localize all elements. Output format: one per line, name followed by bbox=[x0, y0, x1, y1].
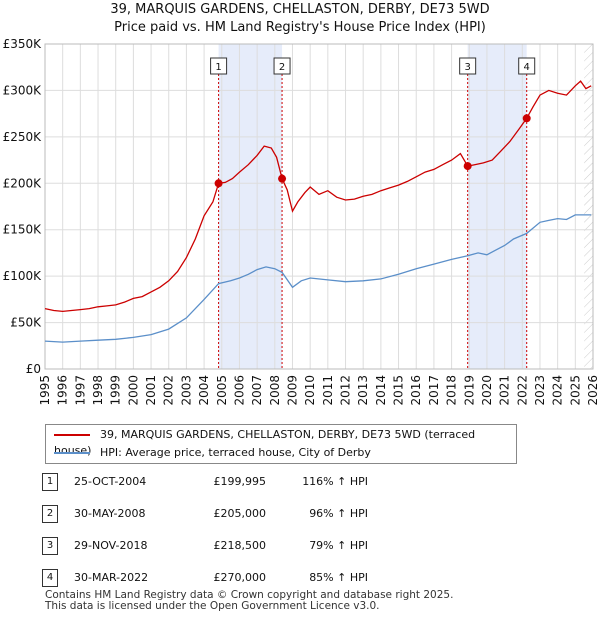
sale-date: 30-MAR-2022 bbox=[74, 571, 149, 584]
x-tick-label: 2025 bbox=[568, 375, 582, 406]
sale-marker-box bbox=[210, 57, 228, 75]
x-tick-label: 2026 bbox=[586, 375, 600, 406]
legend-item-property: 39, MARQUIS GARDENS, CHELLASTON, DERBY, … bbox=[54, 427, 516, 457]
sale-number: 4 bbox=[42, 569, 58, 587]
y-tick-label: £350K bbox=[3, 37, 43, 51]
sale-period-shade bbox=[218, 44, 283, 369]
footer-line1: Contains HM Land Registry data © Crown c… bbox=[45, 589, 454, 601]
x-tick-label: 2009 bbox=[285, 375, 299, 406]
x-tick-label: 2000 bbox=[126, 375, 140, 406]
sale-price: £218,500 bbox=[213, 539, 267, 552]
sale-number: 2 bbox=[42, 505, 58, 523]
x-tick-label: 1998 bbox=[91, 375, 105, 406]
table-row: 4 30-MAR-2022 £270,000 85% ↑ HPI bbox=[42, 568, 442, 588]
x-tick-label: 1996 bbox=[56, 375, 70, 406]
x-tick-label: 2022 bbox=[515, 375, 529, 406]
sale-price: £270,000 bbox=[213, 571, 267, 584]
x-tick-label: 2015 bbox=[392, 375, 406, 406]
legend-label-hpi: HPI: Average price, terraced house, City… bbox=[100, 446, 371, 459]
price-chart: £0 £50K £100K £150K £200K £250K £300K £350K 1995… bbox=[3, 37, 600, 406]
sale-date: 29-NOV-2018 bbox=[74, 539, 148, 552]
x-tick-label: 1997 bbox=[73, 375, 87, 406]
sale-hpi-change: 96% ↑ HPI bbox=[309, 507, 368, 520]
sale-date: 25-OCT-2004 bbox=[74, 475, 147, 488]
sale-marker-label: 4 bbox=[524, 62, 530, 73]
x-tick-label: 2014 bbox=[374, 375, 388, 406]
legend-swatch-property bbox=[54, 434, 90, 436]
x-tick-label: 2019 bbox=[462, 375, 476, 406]
sale-period-shade bbox=[467, 44, 527, 369]
y-tick-label: £300K bbox=[3, 83, 43, 97]
x-tick-label: 1995 bbox=[38, 375, 52, 406]
sale-marker-box bbox=[459, 57, 477, 75]
x-tick-label: 2005 bbox=[215, 375, 229, 406]
x-tick-label: 2011 bbox=[321, 375, 335, 406]
x-tick-label: 2002 bbox=[162, 375, 176, 406]
legend-item-hpi: HPI: Average price, terraced house, City… bbox=[54, 445, 371, 461]
y-tick-label: £200K bbox=[3, 176, 43, 190]
footer-line2: This data is licensed under the Open Gov… bbox=[45, 600, 380, 612]
y-tick-label: £50K bbox=[10, 316, 42, 330]
chart-title-line1: 39, MARQUIS GARDENS, CHELLASTON, DERBY, … bbox=[110, 2, 490, 17]
x-tick-label: 2024 bbox=[551, 375, 565, 406]
x-tick-label: 2013 bbox=[356, 375, 370, 406]
sale-marker-label: 1 bbox=[215, 62, 221, 73]
y-tick-label: £0 bbox=[26, 362, 41, 376]
hpi-series-line bbox=[44, 214, 592, 343]
sale-number: 1 bbox=[42, 473, 58, 491]
property-series-line bbox=[44, 80, 592, 313]
sale-date: 30-MAY-2008 bbox=[74, 507, 146, 520]
x-tick-label: 2023 bbox=[533, 375, 547, 406]
y-tick-label: £100K bbox=[3, 269, 43, 283]
sale-price: £205,000 bbox=[213, 507, 267, 520]
x-tick-label: 2012 bbox=[339, 375, 353, 406]
chart-legend: 39, MARQUIS GARDENS, CHELLASTON, DERBY, … bbox=[45, 424, 517, 464]
x-tick-label: 2020 bbox=[480, 375, 494, 406]
sale-point bbox=[463, 162, 472, 171]
x-tick-label: 2003 bbox=[179, 375, 193, 406]
x-tick-label: 2017 bbox=[427, 375, 441, 406]
sale-point bbox=[278, 174, 287, 183]
x-tick-label: 2001 bbox=[144, 375, 158, 406]
x-tick-label: 2006 bbox=[232, 375, 246, 406]
table-row: 1 25-OCT-2004 £199,995 116% ↑ HPI bbox=[42, 472, 442, 492]
table-row: 2 30-MAY-2008 £205,000 96% ↑ HPI bbox=[42, 504, 442, 524]
sale-point bbox=[522, 114, 531, 123]
y-tick-label: £150K bbox=[3, 223, 43, 237]
y-tick-label: £250K bbox=[3, 130, 43, 144]
sale-price: £199,995 bbox=[213, 475, 267, 488]
x-tick-label: 2018 bbox=[445, 375, 459, 406]
forecast-hatch bbox=[584, 44, 593, 369]
x-tick-label: 2016 bbox=[409, 375, 423, 406]
x-tick-label: 2021 bbox=[498, 375, 512, 406]
sale-marker-label: 3 bbox=[464, 62, 470, 73]
sale-hpi-change: 85% ↑ HPI bbox=[309, 571, 368, 584]
sale-marker-box bbox=[518, 57, 536, 75]
sale-number: 3 bbox=[42, 537, 58, 555]
x-tick-label: 1999 bbox=[109, 375, 123, 406]
plot-frame bbox=[44, 43, 594, 370]
sale-hpi-change: 79% ↑ HPI bbox=[309, 539, 368, 552]
chart-subtitle: Price paid vs. HM Land Registry's House … bbox=[114, 20, 486, 35]
sale-marker-label: 2 bbox=[279, 62, 285, 73]
sale-marker-box bbox=[273, 57, 291, 75]
sale-point bbox=[214, 179, 223, 188]
table-row: 3 29-NOV-2018 £218,500 79% ↑ HPI bbox=[42, 536, 442, 556]
x-tick-label: 2007 bbox=[250, 375, 264, 406]
footer-attribution: Contains HM Land Registry data © Crown c… bbox=[45, 590, 453, 612]
sale-hpi-change: 116% ↑ HPI bbox=[302, 475, 368, 488]
legend-swatch-hpi bbox=[54, 452, 90, 454]
x-tick-label: 2004 bbox=[197, 375, 211, 406]
x-tick-label: 2008 bbox=[268, 375, 282, 406]
x-tick-label: 2010 bbox=[303, 375, 317, 406]
